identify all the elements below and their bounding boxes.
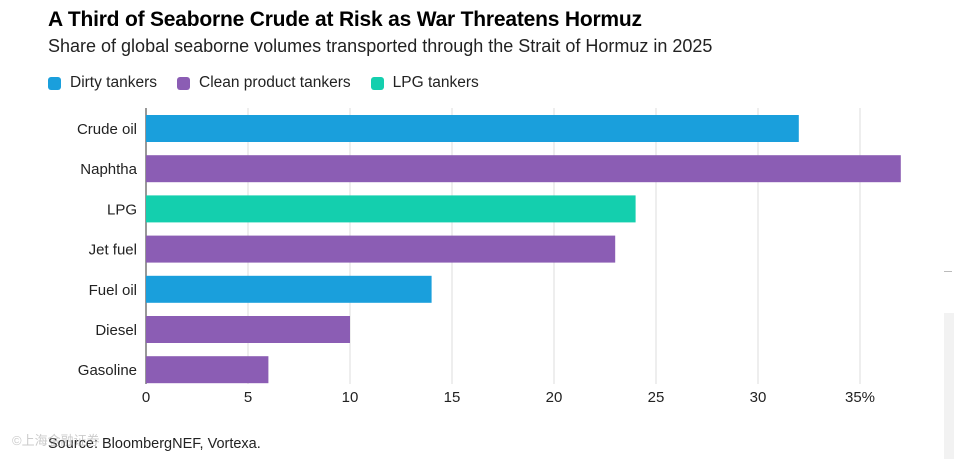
scroll-edge-tick [944, 271, 952, 272]
legend-item-clean-product-tankers: Clean product tankers [177, 74, 351, 92]
category-label: Jet fuel [89, 242, 137, 259]
category-label: Diesel [95, 322, 137, 339]
legend-swatch-lpg-tankers [370, 76, 384, 90]
x-tick-label: 5 [244, 389, 252, 406]
chart-title: A Third of Seaborne Crude at Risk as War… [48, 8, 642, 31]
legend-label-clean-product-tankers: Clean product tankers [199, 74, 351, 91]
x-tick-label: 25 [648, 389, 665, 406]
bars [146, 115, 901, 384]
bar-fuel-oil [146, 275, 432, 303]
bar-chart: Crude oil Naphtha LPG Jet fuel Fuel oil Diese… [77, 108, 901, 406]
x-tick-label: 35% [845, 389, 875, 406]
legend-item-lpg-tankers: LPG tankers [370, 74, 479, 92]
bar-lpg [146, 195, 636, 223]
x-tick-label: 0 [142, 389, 150, 406]
bar-gasoline [146, 356, 269, 384]
scrollbar-track [944, 313, 954, 459]
legend-swatch-dirty-tankers [48, 76, 61, 90]
x-tick-label: 10 [342, 389, 359, 406]
category-label: Naphtha [80, 161, 137, 178]
legend-label-lpg-tankers: LPG tankers [392, 74, 479, 91]
category-label: Gasoline [78, 362, 137, 379]
category-label: Fuel oil [89, 282, 137, 299]
legend-label-dirty-tankers: Dirty tankers [70, 74, 157, 91]
category-label: Crude oil [77, 121, 137, 138]
category-labels: Crude oil Naphtha LPG Jet fuel Fuel oil Diese… [77, 121, 138, 379]
legend: Dirty tankers Clean product tankers LPG … [48, 74, 499, 92]
x-tick-label: 20 [546, 389, 563, 406]
category-label: LPG [107, 201, 137, 218]
legend-item-dirty-tankers: Dirty tankers [48, 74, 157, 92]
bar-naphtha [146, 155, 901, 183]
x-tick-label: 30 [750, 389, 767, 406]
source-note: Source: BloombergNEF, Vortexa. [48, 436, 261, 452]
x-tick-label: 15 [444, 389, 461, 406]
legend-swatch-clean-product-tankers [177, 76, 190, 90]
bar-diesel [146, 316, 350, 343]
chart-subtitle: Share of global seaborne volumes transpo… [48, 36, 713, 56]
bar-jet-fuel [146, 235, 616, 263]
x-tick-labels: 0 5 10 15 20 25 30 35% [142, 389, 875, 406]
bar-crude-oil [146, 115, 799, 142]
watermark-logo: ©上海金融证券 [12, 433, 100, 448]
